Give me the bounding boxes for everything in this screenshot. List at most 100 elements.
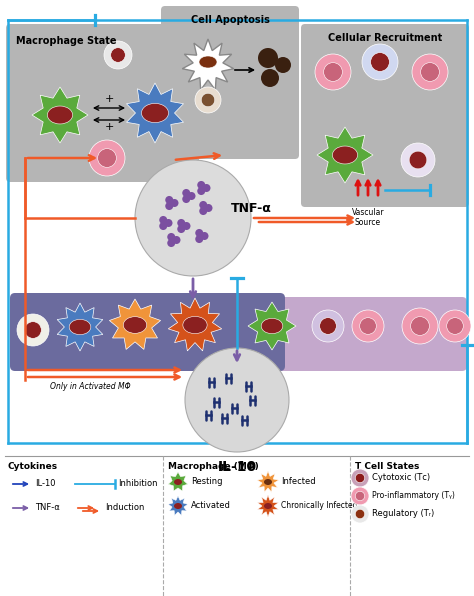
Circle shape bbox=[439, 310, 471, 342]
Circle shape bbox=[17, 314, 49, 346]
Circle shape bbox=[401, 143, 435, 177]
Circle shape bbox=[360, 318, 376, 334]
Circle shape bbox=[165, 202, 173, 210]
Polygon shape bbox=[182, 39, 234, 90]
Circle shape bbox=[204, 204, 212, 212]
Circle shape bbox=[352, 310, 384, 342]
Text: Vascular
Source: Vascular Source bbox=[352, 208, 384, 228]
Circle shape bbox=[182, 195, 190, 203]
Circle shape bbox=[312, 310, 344, 342]
Ellipse shape bbox=[47, 106, 73, 124]
Circle shape bbox=[351, 469, 369, 487]
Circle shape bbox=[261, 69, 279, 87]
FancyBboxPatch shape bbox=[195, 297, 467, 371]
Circle shape bbox=[98, 148, 116, 167]
Circle shape bbox=[402, 308, 438, 344]
Polygon shape bbox=[257, 471, 279, 492]
Polygon shape bbox=[32, 87, 88, 143]
Circle shape bbox=[351, 505, 369, 523]
Ellipse shape bbox=[264, 503, 272, 509]
Ellipse shape bbox=[174, 479, 182, 485]
Polygon shape bbox=[168, 298, 222, 351]
Circle shape bbox=[195, 87, 221, 113]
Circle shape bbox=[89, 140, 125, 176]
FancyBboxPatch shape bbox=[6, 24, 199, 182]
Text: Induction: Induction bbox=[105, 504, 145, 513]
Polygon shape bbox=[168, 496, 188, 516]
Circle shape bbox=[182, 189, 190, 197]
Polygon shape bbox=[257, 495, 278, 517]
Circle shape bbox=[412, 54, 448, 90]
Circle shape bbox=[201, 232, 209, 240]
Circle shape bbox=[135, 160, 251, 276]
Ellipse shape bbox=[199, 56, 217, 68]
Circle shape bbox=[275, 57, 291, 73]
Text: Cytotoxic (Tᴄ): Cytotoxic (Tᴄ) bbox=[372, 473, 430, 483]
Polygon shape bbox=[57, 303, 103, 351]
Text: +: + bbox=[104, 122, 114, 132]
Circle shape bbox=[159, 222, 167, 230]
Ellipse shape bbox=[183, 316, 207, 334]
Text: TNF-α: TNF-α bbox=[231, 201, 272, 215]
Circle shape bbox=[447, 318, 463, 334]
Circle shape bbox=[111, 48, 125, 62]
Polygon shape bbox=[168, 472, 188, 491]
Polygon shape bbox=[127, 83, 183, 143]
Circle shape bbox=[197, 187, 205, 195]
Text: Chronically Infected: Chronically Infected bbox=[281, 501, 357, 511]
Circle shape bbox=[104, 41, 132, 69]
Text: Cellular Recruitment: Cellular Recruitment bbox=[328, 33, 442, 43]
Text: +: + bbox=[104, 94, 114, 104]
Text: Only in Activated MΦ: Only in Activated MΦ bbox=[50, 382, 130, 391]
Text: IL-10: IL-10 bbox=[218, 460, 256, 474]
Text: Regulatory (Tᵣ): Regulatory (Tᵣ) bbox=[372, 510, 434, 519]
Circle shape bbox=[177, 219, 185, 227]
Circle shape bbox=[188, 192, 195, 200]
Circle shape bbox=[164, 219, 173, 227]
Ellipse shape bbox=[332, 146, 357, 164]
Text: Pro-inflammatory (Tᵧ): Pro-inflammatory (Tᵧ) bbox=[372, 492, 455, 501]
Ellipse shape bbox=[69, 319, 91, 335]
Circle shape bbox=[351, 487, 369, 505]
Circle shape bbox=[202, 184, 210, 192]
Circle shape bbox=[167, 239, 175, 247]
FancyBboxPatch shape bbox=[161, 6, 299, 159]
Ellipse shape bbox=[142, 103, 168, 123]
Circle shape bbox=[324, 63, 342, 82]
Circle shape bbox=[409, 151, 427, 169]
FancyBboxPatch shape bbox=[301, 24, 469, 207]
Circle shape bbox=[177, 225, 185, 233]
Text: Cytokines: Cytokines bbox=[8, 462, 58, 471]
Ellipse shape bbox=[264, 479, 272, 485]
Text: TNF-α: TNF-α bbox=[35, 504, 60, 513]
Text: Macrophage State: Macrophage State bbox=[16, 36, 117, 46]
Circle shape bbox=[356, 491, 365, 501]
Polygon shape bbox=[317, 127, 373, 183]
Ellipse shape bbox=[123, 316, 146, 333]
Circle shape bbox=[195, 235, 203, 243]
Text: IL-10: IL-10 bbox=[35, 480, 55, 489]
Circle shape bbox=[356, 473, 365, 483]
Text: Macrophage (MΦ): Macrophage (MΦ) bbox=[168, 462, 259, 471]
Circle shape bbox=[420, 63, 439, 82]
Circle shape bbox=[319, 318, 337, 334]
Ellipse shape bbox=[174, 503, 182, 509]
Text: Resting: Resting bbox=[191, 477, 222, 486]
Circle shape bbox=[315, 54, 351, 90]
Circle shape bbox=[201, 93, 215, 107]
Polygon shape bbox=[248, 302, 296, 350]
Circle shape bbox=[199, 207, 207, 215]
Circle shape bbox=[371, 52, 389, 72]
Circle shape bbox=[171, 199, 179, 207]
Circle shape bbox=[199, 201, 207, 209]
Text: Cell Apoptosis: Cell Apoptosis bbox=[191, 15, 269, 25]
Circle shape bbox=[258, 48, 278, 68]
Circle shape bbox=[159, 216, 167, 224]
Circle shape bbox=[356, 510, 365, 519]
Circle shape bbox=[173, 236, 181, 244]
Text: Infected: Infected bbox=[281, 477, 316, 486]
Circle shape bbox=[195, 229, 203, 237]
Circle shape bbox=[165, 196, 173, 204]
Ellipse shape bbox=[261, 318, 283, 334]
Circle shape bbox=[185, 348, 289, 452]
